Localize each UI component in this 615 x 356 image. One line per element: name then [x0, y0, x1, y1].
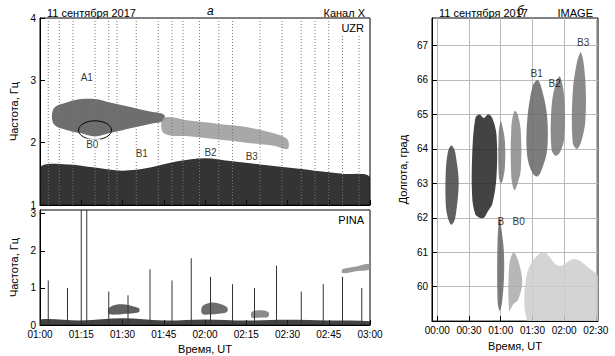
svg-text:02:30: 02:30 [275, 329, 300, 340]
svg-text:B: B [497, 216, 504, 227]
svg-text:B2: B2 [204, 147, 217, 158]
svg-text:IMAGE: IMAGE [558, 7, 593, 19]
svg-text:01:30: 01:30 [520, 325, 545, 336]
svg-text:11 сентября 2017: 11 сентября 2017 [439, 7, 528, 19]
svg-text:B0: B0 [86, 139, 99, 150]
svg-text:67: 67 [417, 40, 429, 51]
svg-text:03:00: 03:00 [357, 329, 382, 340]
svg-text:B0: B0 [513, 216, 526, 227]
svg-text:а: а [207, 4, 214, 18]
svg-text:Время, UT: Время, UT [178, 343, 232, 355]
svg-text:PINA: PINA [338, 214, 364, 226]
svg-text:62: 62 [417, 212, 429, 223]
svg-text:2: 2 [30, 137, 36, 148]
svg-text:02:30: 02:30 [583, 325, 608, 336]
svg-text:B3: B3 [577, 37, 590, 48]
svg-text:0: 0 [30, 319, 36, 331]
svg-text:02:00: 02:00 [192, 329, 217, 340]
svg-text:4: 4 [30, 13, 36, 24]
svg-text:B1: B1 [136, 148, 149, 159]
svg-text:Частота, Гц: Частота, Гц [8, 81, 20, 141]
svg-text:63: 63 [417, 178, 429, 189]
svg-text:66: 66 [417, 74, 429, 85]
svg-text:3: 3 [30, 208, 36, 219]
svg-text:Время, UT: Время, UT [488, 340, 542, 352]
svg-text:01:15: 01:15 [69, 329, 94, 340]
svg-text:A1: A1 [81, 72, 94, 83]
svg-text:65: 65 [417, 109, 429, 120]
svg-text:1: 1 [30, 282, 36, 293]
svg-text:60: 60 [417, 281, 429, 292]
svg-text:01:00: 01:00 [27, 329, 52, 340]
svg-text:02:45: 02:45 [316, 329, 341, 340]
svg-text:B1: B1 [531, 68, 544, 79]
svg-text:3: 3 [30, 75, 36, 86]
svg-text:01:00: 01:00 [488, 325, 513, 336]
svg-text:01:45: 01:45 [151, 329, 176, 340]
svg-text:B3: B3 [246, 151, 259, 162]
svg-text:02:15: 02:15 [234, 329, 259, 340]
svg-text:11 сентября 2017: 11 сентября 2017 [47, 7, 136, 19]
svg-text:1: 1 [30, 199, 36, 211]
svg-text:UZR: UZR [341, 22, 364, 34]
svg-text:02:00: 02:00 [552, 325, 577, 336]
svg-text:Долгота, град: Долгота, град [397, 134, 409, 204]
svg-text:Канал X: Канал X [323, 7, 365, 19]
svg-text:00:00: 00:00 [425, 325, 450, 336]
svg-text:B2: B2 [549, 78, 562, 89]
svg-text:01:30: 01:30 [110, 329, 135, 340]
svg-text:2: 2 [30, 245, 36, 256]
svg-text:64: 64 [417, 143, 429, 154]
svg-text:00:30: 00:30 [456, 325, 481, 336]
svg-text:Частота, Гц: Частота, Гц [8, 237, 20, 297]
svg-text:61: 61 [417, 247, 429, 258]
